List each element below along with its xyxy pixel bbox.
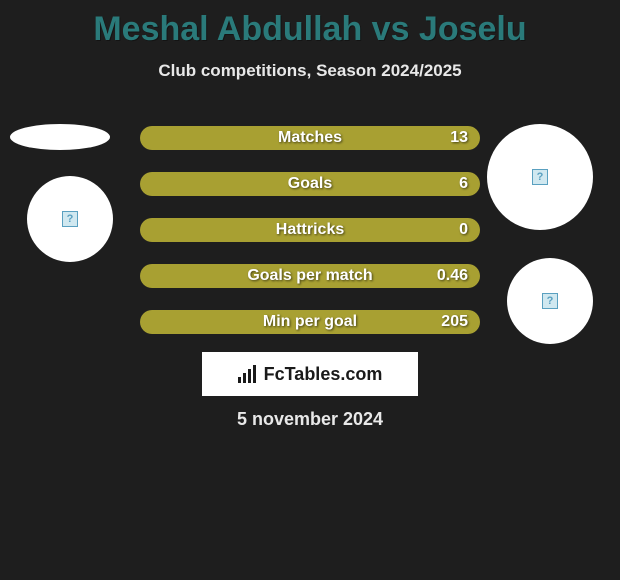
bar-label: Matches [278,129,342,147]
stat-row-matches: Matches 13 [140,126,480,150]
placeholder-icon: ? [542,293,558,309]
page-subtitle: Club competitions, Season 2024/2025 [0,61,620,81]
placeholder-icon: ? [532,169,548,185]
stat-row-goals-per-match: Goals per match 0.46 [140,264,480,288]
bar-value: 0.46 [437,267,468,285]
date-label: 5 november 2024 [237,409,383,430]
placeholder-icon: ? [62,211,78,227]
stat-row-hattricks: Hattricks 0 [140,218,480,242]
stats-bars: Matches 13 Goals 6 Hattricks 0 Goals per match… [140,126,480,356]
bar-value: 6 [459,175,468,193]
bar-value: 205 [441,313,468,331]
player-circle-0: ? [27,176,113,262]
bar-label: Hattricks [276,221,344,239]
watermark-chart-icon [238,365,258,383]
bar-label: Goals per match [247,267,372,285]
stat-row-min-per-goal: Min per goal 205 [140,310,480,334]
bar-value: 0 [459,221,468,239]
bar-label: Min per goal [263,313,357,331]
bar-value: 13 [450,129,468,147]
player-left-ellipse [10,124,110,150]
bar-label: Goals [288,175,332,193]
page-title: Meshal Abdullah vs Joselu [0,0,620,49]
watermark-text: FcTables.com [264,364,383,385]
watermark: FcTables.com [202,352,418,396]
stat-row-goals: Goals 6 [140,172,480,196]
player-circle-2: ? [507,258,593,344]
player-circle-1: ? [487,124,593,230]
